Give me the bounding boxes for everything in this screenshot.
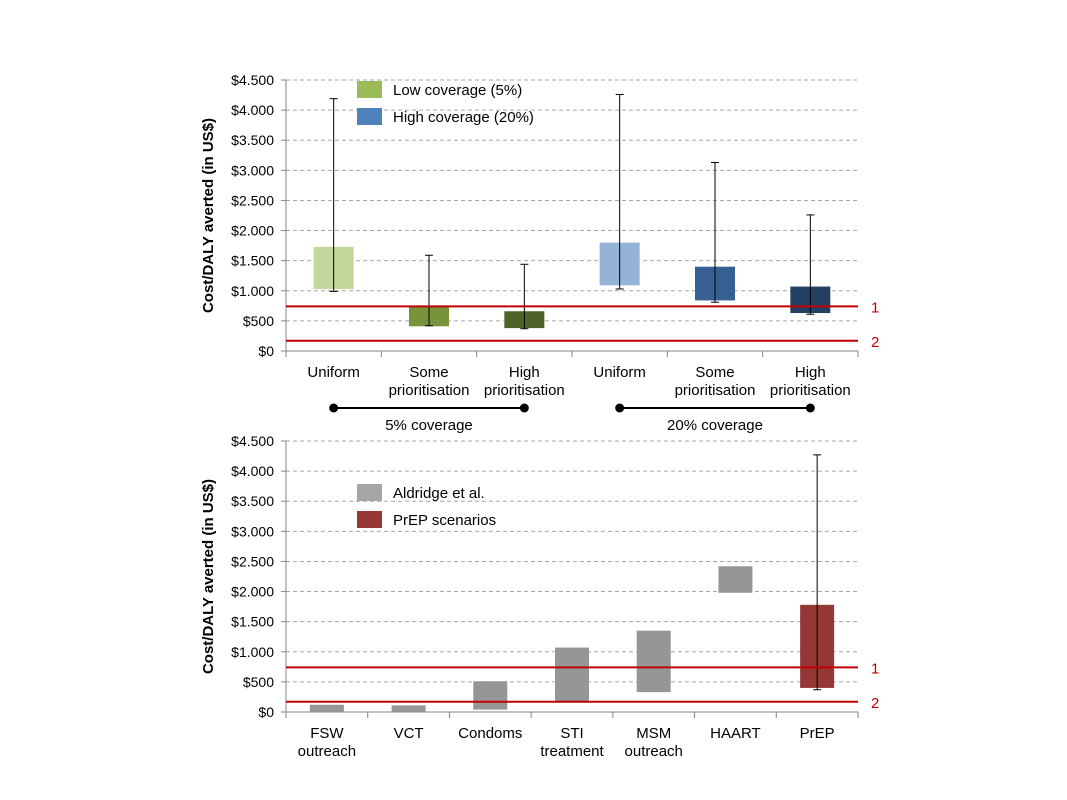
y-tick-label: $4.000 [231,102,274,118]
y-tick-label: $1.000 [231,283,274,299]
x-tick-label: prioritisation [389,382,470,399]
y-tick-label: $3.000 [231,523,274,539]
x-tick-label: STI [560,725,583,742]
bottom-chart: $0 $500 $1.000 $1.500 $2.000 $2.500 $3.000 $3.5… [200,433,879,760]
x-tick-label: PrEP [800,725,835,742]
x-tick-label: prioritisation [675,382,756,399]
x-tick-label: High [795,364,826,381]
x-tick-label: outreach [298,743,356,760]
x-tick-label: VCT [394,725,424,742]
range-bar [473,681,508,710]
legend-swatch [357,81,382,98]
legend-swatch [357,484,382,501]
range-bar [309,704,344,712]
x-tick-label: FSW [310,725,344,742]
x-tick-label: Some [409,364,448,381]
group-bracket-end [519,403,529,413]
y-tick-label: $2.500 [231,192,274,208]
y-axis-label: Cost/DALY averted (in US$) [200,118,217,313]
y-tick-label: $2.000 [231,223,274,239]
threshold-label: 2 [871,334,879,351]
y-tick-label: $500 [243,674,274,690]
y-tick-label: $2.000 [231,584,274,600]
y-tick-label: $4.500 [231,72,274,88]
group-bracket-end [329,403,339,413]
x-tick-label: outreach [625,743,683,760]
y-tick-label: $4.500 [231,433,274,449]
y-tick-label: $4.000 [231,463,274,479]
x-tick-label: prioritisation [484,382,565,399]
y-tick-label: $3.500 [231,493,274,509]
y-tick-label: $2.500 [231,553,274,569]
group-label: 20% coverage [667,417,763,434]
x-tick-label: Condoms [458,725,522,742]
legend-label: PrEP scenarios [393,512,496,529]
legend-label: High coverage (20%) [393,109,534,126]
x-tick-label: prioritisation [770,382,851,399]
threshold-label: 1 [871,660,879,677]
threshold-label: 2 [871,695,879,712]
legend-swatch [357,108,382,125]
group-bracket-end [805,403,815,413]
legend-label: Aldridge et al. [393,485,485,502]
range-bar [391,705,426,712]
y-tick-label: $1.500 [231,614,274,630]
threshold-label: 1 [871,299,879,316]
group-bracket-end [615,403,625,413]
legend-label: Low coverage (5%) [393,82,522,99]
range-bar [636,630,671,693]
y-tick-label: $3.000 [231,162,274,178]
x-tick-label: Uniform [593,364,646,381]
y-tick-label: $1.500 [231,253,274,269]
x-tick-label: MSM [636,725,671,742]
range-bar [555,647,589,702]
x-tick-label: HAART [710,725,761,742]
legend-swatch [357,511,382,528]
group-label: 5% coverage [385,417,473,434]
range-bar [718,566,753,593]
x-tick-label: High [509,364,540,381]
y-tick-label: $500 [243,313,274,329]
x-tick-label: Uniform [307,364,360,381]
x-tick-label: treatment [540,743,604,760]
top-chart: $0 $500 $1.000 $1.500 $2.000 $2.500 $3.000 $3.5… [200,72,879,434]
y-axis-label: Cost/DALY averted (in US$) [200,479,217,674]
y-tick-label: $1.000 [231,644,274,660]
y-tick-label: $0 [258,704,274,720]
y-tick-label: $0 [258,343,274,359]
y-tick-label: $3.500 [231,132,274,148]
x-tick-label: Some [695,364,734,381]
